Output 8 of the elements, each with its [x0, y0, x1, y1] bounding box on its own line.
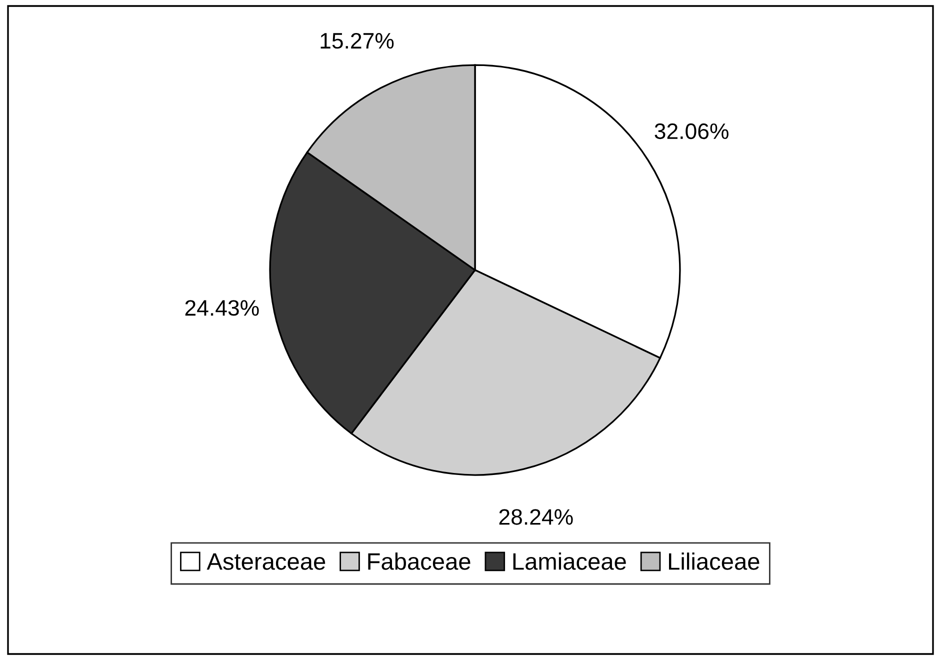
legend-label: Liliaceae: [669, 552, 760, 570]
data-label: 24.43%: [185, 300, 259, 316]
legend-label: Fabaceae: [368, 552, 470, 570]
data-label: 32.06%: [654, 123, 728, 140]
data-label: 28.24%: [499, 509, 573, 525]
data-label: 15.27%: [320, 32, 394, 49]
legend-label: Lamiaceae: [513, 552, 626, 570]
legend-label: Asteraceae: [206, 553, 326, 570]
